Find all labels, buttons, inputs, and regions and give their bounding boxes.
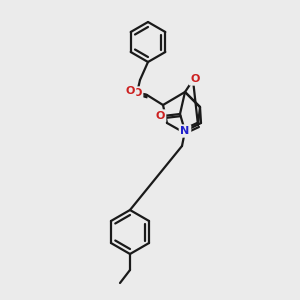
Text: O: O [132,88,142,98]
Text: N: N [180,126,190,136]
Text: O: O [190,74,200,84]
Text: O: O [125,86,135,96]
Text: O: O [155,111,165,121]
